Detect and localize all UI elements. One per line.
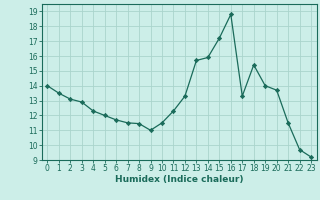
X-axis label: Humidex (Indice chaleur): Humidex (Indice chaleur) [115,175,244,184]
